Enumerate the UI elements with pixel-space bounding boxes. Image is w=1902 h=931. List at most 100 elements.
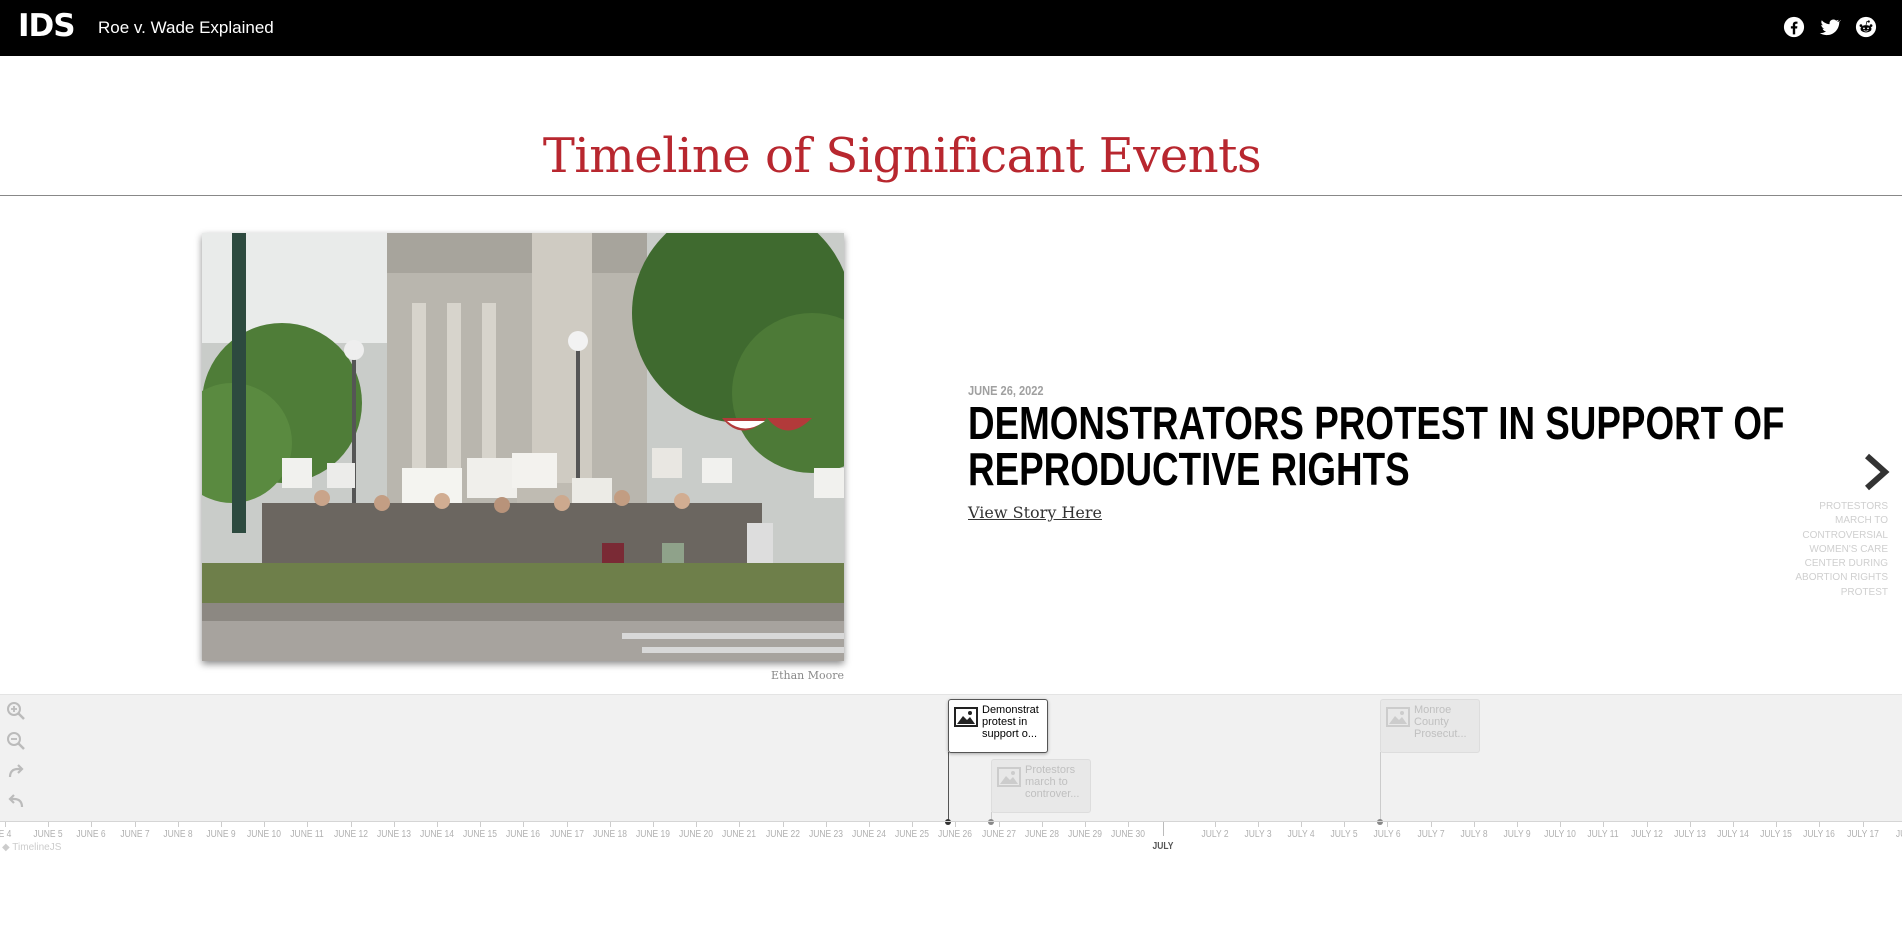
tick-label: JULY 12 bbox=[1631, 829, 1663, 840]
tick-mark bbox=[1215, 822, 1216, 827]
next-slide-arrow-icon[interactable] bbox=[1862, 452, 1890, 492]
tick-mark bbox=[653, 822, 654, 827]
protest-photo bbox=[202, 233, 844, 661]
tick-label: JULY 16 bbox=[1803, 829, 1835, 840]
timeline-marker[interactable]: Protestors march to controver... bbox=[991, 759, 1091, 813]
tick-mark bbox=[1560, 822, 1561, 827]
tick-mark bbox=[307, 822, 308, 827]
marker-line bbox=[991, 812, 992, 821]
tick-label: JULY 13 bbox=[1674, 829, 1706, 840]
back-to-start-icon[interactable] bbox=[6, 791, 26, 811]
marker-line bbox=[948, 752, 949, 821]
month-marker bbox=[1163, 822, 1164, 836]
tick-label: JUNE 15 bbox=[462, 829, 498, 840]
tick-label: JULY 5 bbox=[1330, 829, 1358, 840]
tick-mark bbox=[351, 822, 352, 827]
marker-line bbox=[1380, 752, 1381, 821]
tick-mark bbox=[1690, 822, 1691, 827]
image-icon bbox=[997, 767, 1021, 787]
tick-label: JULY 6 bbox=[1373, 829, 1401, 840]
tick-mark bbox=[394, 822, 395, 827]
tick-mark bbox=[523, 822, 524, 827]
tick-label: JUNE 23 bbox=[808, 829, 844, 840]
tick-mark bbox=[221, 822, 222, 827]
slide-headline: DEMONSTRATORS PROTEST IN SUPPORT OF REPR… bbox=[968, 400, 1784, 492]
marker-dot bbox=[1377, 819, 1383, 825]
tick-mark bbox=[999, 822, 1000, 827]
title-divider bbox=[0, 195, 1902, 196]
forward-icon[interactable] bbox=[6, 761, 26, 781]
site-logo[interactable]: IDS bbox=[18, 8, 76, 44]
tick-label: JUNE 20 bbox=[678, 829, 714, 840]
tick-mark bbox=[1301, 822, 1302, 827]
timelinejs-credit-text: TimelineJS bbox=[12, 842, 62, 853]
tick-label: JUNE 26 bbox=[937, 829, 973, 840]
tick-label: JULY 17 bbox=[1847, 829, 1879, 840]
tick-label: JUNE 19 bbox=[635, 829, 671, 840]
tick-label: JUNE 29 bbox=[1067, 829, 1103, 840]
tick-mark bbox=[48, 822, 49, 827]
timeline-axis bbox=[0, 821, 1902, 822]
timelinejs-credit[interactable]: ◆ TimelineJS bbox=[2, 842, 62, 853]
tick-mark bbox=[1344, 822, 1345, 827]
tick-label: JUNE 13 bbox=[376, 829, 412, 840]
tick-label: JUNE 8 bbox=[163, 829, 193, 840]
tick-mark bbox=[480, 822, 481, 827]
tick-label: JUNE 10 bbox=[246, 829, 282, 840]
tick-label: JUNE 6 bbox=[76, 829, 106, 840]
photo-credit: Ethan Moore bbox=[771, 669, 844, 682]
tick-mark bbox=[1776, 822, 1777, 827]
tick-label: JUNE 30 bbox=[1110, 829, 1146, 840]
view-story-link[interactable]: View Story Here bbox=[968, 503, 1102, 522]
tick-mark bbox=[1128, 822, 1129, 827]
tick-mark bbox=[696, 822, 697, 827]
tick-mark bbox=[955, 822, 956, 827]
tick-label: JULY 3 bbox=[1244, 829, 1272, 840]
marker-dot bbox=[988, 819, 994, 825]
tick-label: JULY 4 bbox=[1287, 829, 1315, 840]
tick-label: JULY 10 bbox=[1544, 829, 1576, 840]
tick-mark bbox=[437, 822, 438, 827]
tick-label: JULY 11 bbox=[1587, 829, 1619, 840]
twitter-icon[interactable] bbox=[1819, 16, 1841, 38]
tick-label: JUNE 12 bbox=[333, 829, 369, 840]
tick-label: JUNE 18 bbox=[592, 829, 628, 840]
tick-mark bbox=[783, 822, 784, 827]
tick-mark bbox=[826, 822, 827, 827]
tick-mark bbox=[5, 822, 6, 827]
zoom-out-icon[interactable] bbox=[6, 731, 26, 751]
reddit-icon[interactable] bbox=[1855, 16, 1877, 38]
tick-mark bbox=[739, 822, 740, 827]
slide-date: JUNE 26, 2022 bbox=[968, 383, 1044, 398]
slide-headline-text: DEMONSTRATORS PROTEST IN SUPPORT OF REPR… bbox=[968, 397, 1785, 495]
month-label: JULY bbox=[1152, 841, 1174, 852]
tick-mark bbox=[912, 822, 913, 827]
zoom-in-icon[interactable] bbox=[6, 701, 26, 721]
tick-label: JUNE 16 bbox=[505, 829, 541, 840]
tick-mark bbox=[1258, 822, 1259, 827]
tick-mark bbox=[610, 822, 611, 827]
tick-mark bbox=[1474, 822, 1475, 827]
tick-mark bbox=[1085, 822, 1086, 827]
tick-label: JULY 7 bbox=[1417, 829, 1445, 840]
tick-label: JUNE 25 bbox=[894, 829, 930, 840]
tick-label: JUNE 17 bbox=[549, 829, 585, 840]
tick-label: JULY 2 bbox=[1201, 829, 1229, 840]
facebook-icon[interactable] bbox=[1783, 16, 1805, 38]
timeline-marker[interactable]: Monroe County Prosecut... bbox=[1380, 699, 1480, 753]
marker-label: Demonstrat protest in support o... bbox=[982, 704, 1039, 740]
next-slide-title[interactable]: PROTESTORS MARCH TO CONTROVERSIAL WOMEN'… bbox=[1795, 501, 1888, 598]
tick-label: JUNE 27 bbox=[981, 829, 1017, 840]
page-title: Timeline of Significant Events bbox=[542, 128, 1262, 184]
tick-label: JUNE 22 bbox=[765, 829, 801, 840]
tick-mark bbox=[1647, 822, 1648, 827]
marker-label: Protestors march to controver... bbox=[1025, 764, 1080, 800]
tick-label: JULY 14 bbox=[1717, 829, 1749, 840]
site-title[interactable]: Roe v. Wade Explained bbox=[98, 18, 274, 37]
tick-mark bbox=[567, 822, 568, 827]
timeline-marker-active[interactable]: Demonstrat protest in support o... bbox=[948, 699, 1048, 753]
tick-mark bbox=[1863, 822, 1864, 827]
marker-dot bbox=[945, 819, 951, 825]
tick-mark bbox=[1733, 822, 1734, 827]
tick-mark bbox=[1387, 822, 1388, 827]
